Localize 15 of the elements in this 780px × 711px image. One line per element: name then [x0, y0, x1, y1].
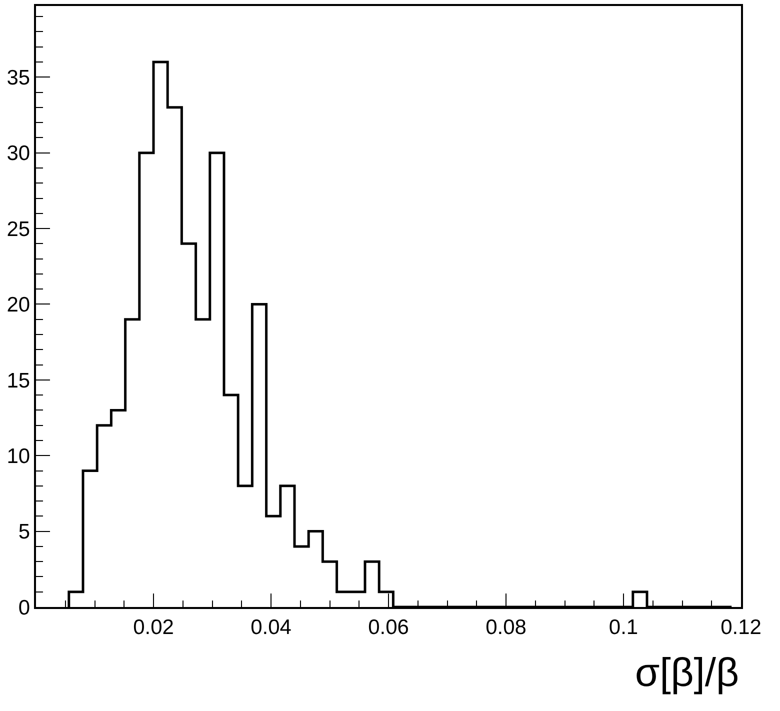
y-tick-label: 15 [6, 369, 30, 392]
x-tick-label: 0.12 [720, 616, 762, 639]
y-tick-label: 35 [6, 66, 30, 90]
x-tick-label: 0.02 [133, 616, 174, 639]
x-tick-label: 0.1 [608, 616, 638, 639]
y-tick-label: 10 [6, 444, 30, 468]
y-tick-label: 5 [18, 520, 30, 544]
x-tick-label: 0.08 [486, 616, 526, 639]
x-axis-title: σ[β]/β [635, 651, 740, 695]
y-tick-label: 0 [18, 596, 30, 620]
y-tick-label: 20 [6, 294, 30, 317]
y-tick-label: 25 [6, 218, 30, 241]
y-tick-label: 30 [6, 142, 30, 166]
x-tick-label: 0.06 [368, 616, 409, 639]
x-tick-label: 0.04 [250, 616, 292, 639]
